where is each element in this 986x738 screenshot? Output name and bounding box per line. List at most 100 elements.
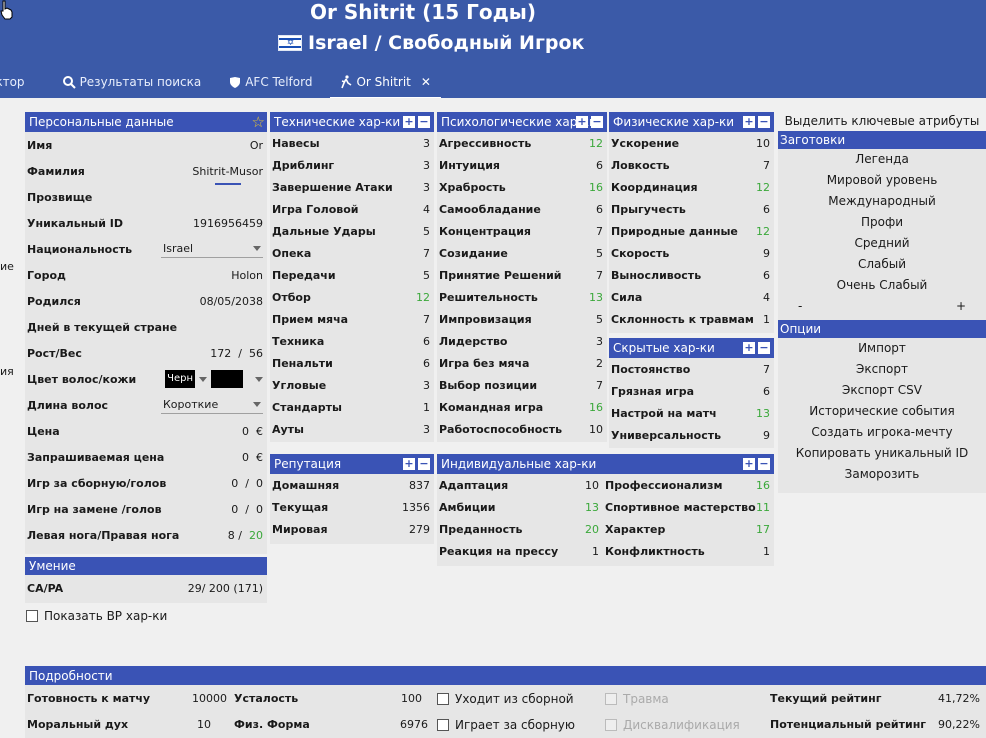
star-icon[interactable]: ☆ (251, 113, 265, 131)
first-name-field[interactable]: Or (249, 138, 263, 152)
collapse-icon[interactable]: − (758, 341, 770, 354)
expand-icon[interactable]: + (743, 457, 755, 470)
attribute-value[interactable]: 7 (763, 158, 770, 172)
match-readiness-field[interactable]: 10000 (192, 692, 227, 705)
ca-pa-field[interactable]: 29/ 200 (171) (187, 581, 263, 595)
expand-icon[interactable]: + (743, 341, 755, 354)
attribute-value[interactable]: 12 (589, 136, 603, 150)
right-foot-field[interactable]: 20 (249, 528, 263, 542)
attribute-value[interactable]: 7 (423, 246, 430, 260)
highlight-key-attributes-button[interactable]: Выделить ключевые атрибуты (784, 114, 980, 128)
attribute-value[interactable]: 5 (596, 312, 603, 326)
sub-goals-field[interactable]: 0 (256, 502, 263, 516)
attribute-value[interactable]: 6 (596, 202, 603, 216)
attribute-value[interactable]: 12 (756, 224, 770, 238)
show-bp-checkbox-row[interactable]: Показать BP хар-ки (26, 609, 167, 623)
left-foot-field[interactable]: 8 (227, 528, 235, 542)
unique-id-field[interactable]: 1916956459 (193, 216, 263, 230)
morale-field[interactable]: 10 (197, 718, 211, 731)
attribute-value[interactable]: 279 (409, 522, 430, 536)
attribute-value[interactable]: 3 (596, 334, 603, 348)
intl-goals-field[interactable]: 0 (256, 476, 263, 490)
expand-icon[interactable]: + (403, 115, 415, 128)
option-button[interactable]: Исторические события (778, 401, 986, 422)
chevron-down-icon[interactable] (199, 376, 207, 382)
attribute-value[interactable]: 3 (423, 136, 430, 150)
height-field[interactable]: 172 (210, 346, 232, 360)
attribute-value[interactable]: 1 (423, 400, 430, 414)
hair-color-dropdown[interactable]: Черн (165, 370, 195, 388)
attribute-value[interactable]: 10 (585, 478, 599, 492)
attribute-value[interactable]: 12 (756, 180, 770, 194)
attribute-value[interactable]: 6 (423, 334, 430, 348)
plus-button[interactable]: + (955, 299, 966, 313)
attribute-value[interactable]: 3 (423, 180, 430, 194)
attribute-value[interactable]: 16 (589, 180, 603, 194)
attribute-value[interactable]: 837 (409, 478, 430, 492)
attribute-value[interactable]: 10 (589, 422, 603, 436)
attribute-value[interactable]: 7 (423, 312, 430, 326)
fitness-field[interactable]: 6976 (400, 718, 428, 731)
attribute-value[interactable]: 7 (596, 224, 603, 238)
preset-button[interactable]: Очень Слабый (778, 275, 986, 296)
attribute-value[interactable]: 6 (763, 202, 770, 216)
attribute-value[interactable]: 7 (763, 362, 770, 376)
ban-checkbox-row[interactable]: Дисквалификация (605, 718, 740, 732)
ban-checkbox[interactable] (605, 719, 617, 731)
value-field[interactable]: 0 (242, 424, 249, 438)
minus-button[interactable]: - (798, 299, 803, 313)
attribute-value[interactable]: 1 (763, 312, 770, 326)
attribute-value[interactable]: 12 (416, 290, 430, 304)
attribute-value[interactable]: 5 (423, 224, 430, 238)
sub-caps-field[interactable]: 0 (231, 502, 239, 516)
retired-intl-checkbox-row[interactable]: Уходит из сборной (437, 692, 574, 706)
preset-button[interactable]: Международный (778, 191, 986, 212)
attribute-value[interactable]: 1 (763, 544, 770, 558)
nationality-dropdown[interactable]: Israel (161, 240, 263, 258)
attribute-value[interactable]: 6 (763, 268, 770, 282)
attribute-value[interactable]: 5 (596, 246, 603, 260)
injury-checkbox-row[interactable]: Травма (605, 692, 669, 706)
fatigue-field[interactable]: 100 (401, 692, 422, 705)
skin-color-dropdown[interactable] (211, 370, 243, 388)
asking-price-field[interactable]: 0 (242, 450, 249, 464)
attribute-value[interactable]: 3 (423, 378, 430, 392)
expand-icon[interactable]: + (576, 115, 588, 128)
plays-intl-checkbox[interactable] (437, 719, 449, 731)
preset-button[interactable]: Средний (778, 233, 986, 254)
option-button[interactable]: Заморозить (778, 464, 986, 485)
attribute-value[interactable]: 9 (763, 246, 770, 260)
city-field[interactable]: Holon (231, 268, 263, 282)
tab-editor[interactable]: актор (0, 69, 35, 95)
attribute-value[interactable]: 13 (589, 290, 603, 304)
attribute-value[interactable]: 17 (756, 522, 770, 536)
attribute-value[interactable]: 6 (596, 158, 603, 172)
collapse-icon[interactable]: − (418, 457, 430, 470)
attribute-value[interactable]: 2 (596, 356, 603, 370)
attribute-value[interactable]: 16 (589, 400, 603, 414)
attribute-value[interactable]: 13 (756, 406, 770, 420)
preset-button[interactable]: Слабый (778, 254, 986, 275)
weight-field[interactable]: 56 (249, 346, 263, 360)
attribute-value[interactable]: 11 (756, 500, 770, 514)
attribute-value[interactable]: 20 (585, 522, 599, 536)
attribute-value[interactable]: 1356 (402, 500, 430, 514)
collapse-icon[interactable]: − (758, 457, 770, 470)
option-button[interactable]: Копировать уникальный ID (778, 443, 986, 464)
plays-intl-checkbox-row[interactable]: Играет за сборную (437, 718, 575, 732)
tab-search-results[interactable]: Результаты поиска (53, 69, 212, 95)
preset-button[interactable]: Мировой уровень (778, 170, 986, 191)
option-button[interactable]: Экспорт (778, 359, 986, 380)
preset-button[interactable]: Профи (778, 212, 986, 233)
expand-icon[interactable]: + (743, 115, 755, 128)
collapse-icon[interactable]: − (591, 115, 603, 128)
attribute-value[interactable]: 3 (423, 422, 430, 436)
close-icon[interactable]: ✕ (420, 75, 431, 89)
attribute-value[interactable]: 10 (756, 136, 770, 150)
attribute-value[interactable]: 4 (763, 290, 770, 304)
attribute-value[interactable]: 16 (756, 478, 770, 492)
attribute-value[interactable]: 4 (423, 202, 430, 216)
attribute-value[interactable]: 6 (763, 384, 770, 398)
attribute-value[interactable]: 1 (592, 544, 599, 558)
option-button[interactable]: Импорт (778, 338, 986, 359)
